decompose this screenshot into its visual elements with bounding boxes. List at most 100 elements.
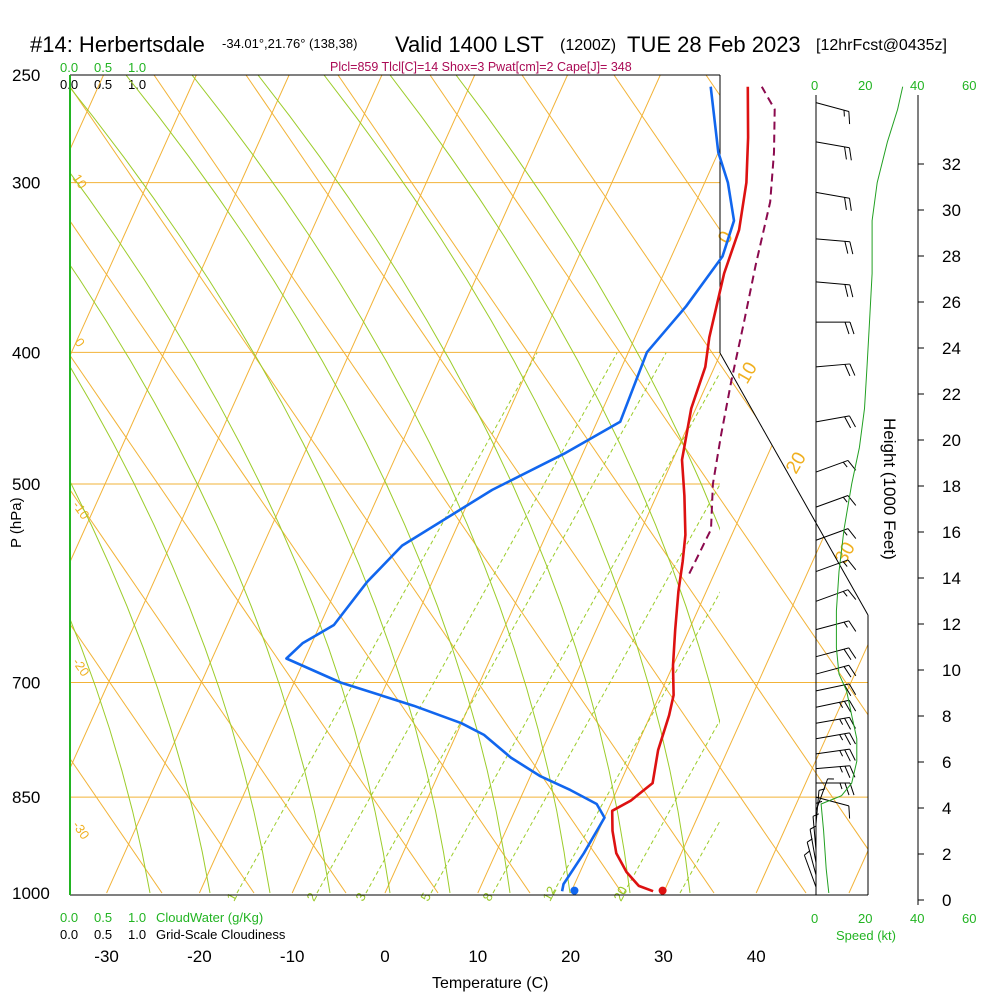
speed-profile-line	[820, 86, 904, 894]
wind-barb-shaft	[815, 778, 829, 811]
wind-barb	[815, 716, 856, 730]
height-tick-12: 12	[942, 615, 961, 634]
wind-barb-shaft	[815, 459, 849, 473]
mixing-ratio-line	[430, 371, 720, 894]
wind-barb	[815, 664, 857, 678]
mixing-ratio-line	[236, 352, 538, 894]
station-coords: -34.01°,21.76° (138,38)	[222, 36, 357, 51]
wind-barb-full	[844, 416, 852, 429]
height-tick-28: 28	[942, 247, 961, 266]
wind-barb-shaft	[815, 102, 849, 112]
wind-barb-full	[844, 717, 852, 730]
dry-adiabat-line	[70, 488, 347, 894]
wind-barb-half	[842, 461, 848, 468]
mixing-ratio-label: 12	[539, 884, 559, 904]
wind-barb-shaft	[815, 559, 849, 573]
series-temperature	[610, 86, 750, 893]
wind-barb-full	[848, 699, 857, 712]
wind-barb	[815, 415, 856, 429]
wind-barb-full	[844, 146, 847, 160]
wind-barb-full	[844, 321, 850, 335]
dry-adiabat-grid	[70, 75, 720, 894]
wind-barb	[815, 732, 856, 746]
height-tick-18: 18	[942, 477, 961, 496]
wind-barb-half	[839, 750, 844, 757]
stability-indices: Plcl=859 Tlcl[C]=14 Shox=3 Pwat[cm]=2 Ca…	[330, 60, 632, 74]
moist-adiabat-line	[70, 264, 331, 894]
wind-barb-full	[844, 364, 851, 377]
moist-adiabat-line	[70, 617, 151, 894]
moist-adiabat-line	[389, 75, 720, 725]
isotherm-label: -30	[70, 818, 93, 842]
pressure-tick-250: 250	[12, 66, 40, 85]
surface-dewpoint	[570, 886, 579, 895]
cloudiness-tick-bottom-2: 1.0	[128, 927, 146, 942]
wind-barb-full	[844, 765, 851, 778]
height-tick-10: 10	[942, 661, 961, 680]
wind-barb-full	[849, 732, 856, 745]
surface-temperature	[658, 886, 667, 895]
height-tick-32: 32	[942, 155, 961, 174]
cloudiness-tick-bottom-1: 0.5	[94, 927, 112, 942]
cloudwater-tick-bottom-2: 1.0	[128, 910, 146, 925]
speed-tick-bottom-0: 0	[811, 911, 818, 926]
wind-barb-full	[849, 415, 856, 428]
cloudwater-tick-bottom-1: 0.5	[94, 910, 112, 925]
isotherm-line	[570, 559, 720, 894]
temp-tick-10: 10	[468, 947, 487, 966]
mixing-ratio-line	[552, 591, 720, 894]
height-tick-8: 8	[942, 707, 951, 726]
speed-tick-top-1: 20	[858, 78, 872, 93]
wind-barb-full	[849, 363, 856, 376]
wind-barb	[815, 559, 857, 573]
temp-tick--30: -30	[94, 947, 119, 966]
bottom-cloud-scales: 0.0 0.5 1.0 CloudWater (g/Kg) 0.0 0.5 1.…	[60, 910, 286, 942]
wind-barb-half	[842, 591, 848, 597]
wind-barb	[815, 363, 856, 377]
pressure-tick-700: 700	[12, 674, 40, 693]
wind-barb-half	[839, 734, 844, 741]
cloudwater-label: CloudWater (g/Kg)	[156, 910, 263, 925]
speed-tick-bottom-1: 20	[858, 911, 872, 926]
height-tick-20: 20	[942, 431, 961, 450]
speed-label: Speed (kt)	[836, 928, 896, 943]
wind-barb-full	[844, 197, 847, 210]
wind-barb-shaft	[806, 842, 817, 876]
isotherm-line-ext	[720, 75, 868, 894]
wind-barb-full	[844, 733, 852, 746]
wind-barb-full	[849, 748, 856, 761]
height-tick-2: 2	[942, 845, 951, 864]
height-tick-30: 30	[942, 201, 961, 220]
isotherm-line	[849, 75, 1000, 893]
isotherm-line	[70, 75, 197, 357]
wind-barb-shaft	[815, 141, 850, 149]
wind-barb-half	[839, 702, 844, 709]
wind-barb	[816, 782, 855, 796]
wind-barb-shaft	[815, 716, 850, 724]
wind-barb	[815, 778, 834, 811]
cloudwater-tick-bottom-0: 0.0	[60, 910, 78, 925]
wind-barb-half	[842, 496, 848, 503]
wind-barb-half	[804, 850, 810, 856]
wind-barb-full	[848, 683, 857, 695]
wind-barb	[816, 321, 855, 335]
series-dewpoint	[285, 86, 736, 892]
wind-barb-half	[839, 718, 844, 725]
wind-barb	[815, 796, 851, 819]
moist-adiabat-line	[70, 365, 271, 894]
cloudwater-tick-top-1: 0.5	[94, 60, 112, 75]
wind-barb-shaft	[815, 363, 850, 368]
isotherm-label: 10	[70, 171, 91, 191]
height-tick-0: 0	[942, 891, 951, 910]
wind-barb	[815, 589, 857, 602]
wind-barb-shaft	[815, 647, 849, 658]
temp-tick-20: 20	[561, 947, 580, 966]
mixing-ratio-line	[316, 352, 618, 894]
speed-tick-top-3: 60	[962, 78, 976, 93]
isotherm-line-ext	[848, 75, 868, 894]
wind-barb-half	[839, 766, 843, 773]
wind-barb-full	[848, 620, 857, 632]
wind-barb-full	[849, 284, 854, 298]
wind-barb	[815, 191, 852, 211]
